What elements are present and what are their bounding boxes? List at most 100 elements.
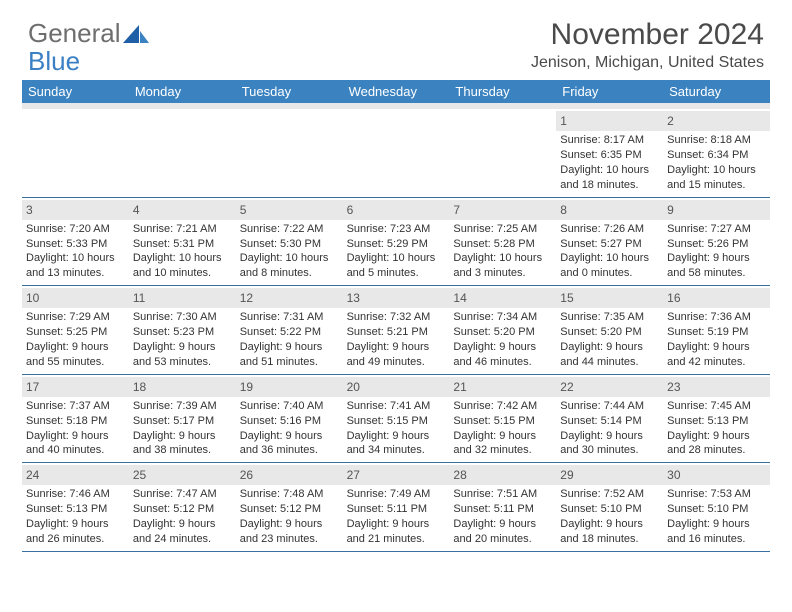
daylight-text: Daylight: 9 hours and 24 minutes. — [133, 517, 232, 547]
day-number: 12 — [236, 288, 343, 308]
sunset-text: Sunset: 5:28 PM — [453, 237, 552, 252]
day-number: 2 — [663, 111, 770, 131]
day-cell: 19Sunrise: 7:40 AMSunset: 5:16 PMDayligh… — [236, 375, 343, 463]
day-cell — [236, 109, 343, 197]
day-cell: 18Sunrise: 7:39 AMSunset: 5:17 PMDayligh… — [129, 375, 236, 463]
sunset-text: Sunset: 5:13 PM — [26, 502, 125, 517]
day-cell: 26Sunrise: 7:48 AMSunset: 5:12 PMDayligh… — [236, 463, 343, 551]
sunrise-text: Sunrise: 7:30 AM — [133, 310, 232, 325]
day-number: 4 — [129, 200, 236, 220]
daylight-text: Daylight: 9 hours and 49 minutes. — [347, 340, 446, 370]
sunrise-text: Sunrise: 7:46 AM — [26, 487, 125, 502]
day-cell: 25Sunrise: 7:47 AMSunset: 5:12 PMDayligh… — [129, 463, 236, 551]
week-row: 24Sunrise: 7:46 AMSunset: 5:13 PMDayligh… — [22, 463, 770, 552]
day-cell: 1Sunrise: 8:17 AMSunset: 6:35 PMDaylight… — [556, 109, 663, 197]
sunset-text: Sunset: 5:14 PM — [560, 414, 659, 429]
day-number: 14 — [449, 288, 556, 308]
sunset-text: Sunset: 5:25 PM — [26, 325, 125, 340]
sunrise-text: Sunrise: 7:31 AM — [240, 310, 339, 325]
day-cell: 10Sunrise: 7:29 AMSunset: 5:25 PMDayligh… — [22, 286, 129, 374]
weekday-header: Wednesday — [343, 80, 450, 103]
daylight-text: Daylight: 10 hours and 13 minutes. — [26, 251, 125, 281]
week-row: 1Sunrise: 8:17 AMSunset: 6:35 PMDaylight… — [22, 109, 770, 198]
daylight-text: Daylight: 9 hours and 42 minutes. — [667, 340, 766, 370]
sunset-text: Sunset: 5:16 PM — [240, 414, 339, 429]
brand-logo: General — [28, 18, 149, 49]
daylight-text: Daylight: 9 hours and 21 minutes. — [347, 517, 446, 547]
sunset-text: Sunset: 5:15 PM — [347, 414, 446, 429]
sunset-text: Sunset: 5:30 PM — [240, 237, 339, 252]
location-text: Jenison, Michigan, United States — [531, 54, 764, 72]
day-cell — [449, 109, 556, 197]
day-cell: 30Sunrise: 7:53 AMSunset: 5:10 PMDayligh… — [663, 463, 770, 551]
day-number: 24 — [22, 465, 129, 485]
daylight-text: Daylight: 9 hours and 32 minutes. — [453, 429, 552, 459]
day-cell: 11Sunrise: 7:30 AMSunset: 5:23 PMDayligh… — [129, 286, 236, 374]
day-number: 25 — [129, 465, 236, 485]
sunrise-text: Sunrise: 7:34 AM — [453, 310, 552, 325]
daylight-text: Daylight: 10 hours and 5 minutes. — [347, 251, 446, 281]
day-number: 18 — [129, 377, 236, 397]
sunrise-text: Sunrise: 7:37 AM — [26, 399, 125, 414]
day-cell: 16 Sunrise: 7:36 AMSunset: 5:19 PMDayligh… — [663, 286, 770, 374]
weekday-header: Monday — [129, 80, 236, 103]
sunrise-text: Sunrise: 7:20 AM — [26, 222, 125, 237]
sunset-text: Sunset: 5:27 PM — [560, 237, 659, 252]
week-row: 10 Sunrise: 7:29 AMSunset: 5:25 PM Dayligh… — [22, 286, 770, 375]
day-cell: 20Sunrise: 7:41 AMSunset: 5:15 PMDayligh… — [343, 375, 450, 463]
day-cell: 13Sunrise: 7:32 AMSunset: 5:21 PMDayligh… — [343, 286, 450, 374]
daylight-text: Daylight: 10 hours and 18 minutes. — [560, 163, 659, 193]
day-cell: 28Sunrise: 7:51 AMSunset: 5:11 PMDayligh… — [449, 463, 556, 551]
daylight-text: Daylight: 10 hours and 3 minutes. — [453, 251, 552, 281]
day-cell: 17Sunrise: 7:37 AMSunset: 5:18 PMDayligh… — [22, 375, 129, 463]
day-number: 10 — [22, 288, 129, 308]
sunset-text: Sunset: 5:33 PM — [26, 237, 125, 252]
weekday-header: Tuesday — [236, 80, 343, 103]
day-cell — [343, 109, 450, 197]
day-number: 3 — [22, 200, 129, 220]
sunrise-text: Sunrise: 7:53 AM — [667, 487, 766, 502]
sunset-text: Sunset: 5:23 PM — [133, 325, 232, 340]
sunset-text: Sunset: 5:12 PM — [133, 502, 232, 517]
day-cell — [22, 109, 129, 197]
sunset-text: Sunset: 5:31 PM — [133, 237, 232, 252]
sunrise-text: Sunrise: 7:45 AM — [667, 399, 766, 414]
week-row: 3Sunrise: 7:20 AMSunset: 5:33 PMDaylight… — [22, 198, 770, 287]
daylight-text: Daylight: 9 hours and 44 minutes. — [560, 340, 659, 370]
brand-word-2: Blue — [28, 46, 80, 77]
daylight-text: Daylight: 10 hours and 15 minutes. — [667, 163, 766, 193]
sunrise-text: Sunrise: 7:36 AM — [667, 310, 766, 325]
sunset-text: Sunset: 5:19 PM — [667, 325, 766, 340]
daylight-text: Daylight: 9 hours and 53 minutes. — [133, 340, 232, 370]
sunrise-text: Sunrise: 7:29 AM — [26, 310, 125, 325]
day-number: 1 — [556, 111, 663, 131]
sunset-text: Sunset: 5:11 PM — [347, 502, 446, 517]
daylight-text: Daylight: 9 hours and 40 minutes. — [26, 429, 125, 459]
day-cell: 14Sunrise: 7:34 AMSunset: 5:20 PMDayligh… — [449, 286, 556, 374]
sunrise-text: Sunrise: 7:48 AM — [240, 487, 339, 502]
day-cell: 8Sunrise: 7:26 AMSunset: 5:27 PMDaylight… — [556, 198, 663, 286]
daylight-text: Daylight: 9 hours and 23 minutes. — [240, 517, 339, 547]
day-number: 29 — [556, 465, 663, 485]
sunrise-text: Sunrise: 7:23 AM — [347, 222, 446, 237]
weekday-header: Thursday — [449, 80, 556, 103]
sunrise-text: Sunrise: 7:51 AM — [453, 487, 552, 502]
sunset-text: Sunset: 6:34 PM — [667, 148, 766, 163]
sunset-text: Sunset: 5:12 PM — [240, 502, 339, 517]
sunset-text: Sunset: 5:13 PM — [667, 414, 766, 429]
day-cell: 2Sunrise: 8:18 AMSunset: 6:34 PMDaylight… — [663, 109, 770, 197]
day-number: 15 — [556, 288, 663, 308]
day-number: 6 — [343, 200, 450, 220]
calendar: Sunday Monday Tuesday Wednesday Thursday… — [0, 80, 792, 552]
sunrise-text: Sunrise: 7:26 AM — [560, 222, 659, 237]
sunrise-text: Sunrise: 7:39 AM — [133, 399, 232, 414]
day-number: 16 — [663, 288, 770, 308]
day-cell: 21Sunrise: 7:42 AMSunset: 5:15 PMDayligh… — [449, 375, 556, 463]
sunset-text: Sunset: 5:15 PM — [453, 414, 552, 429]
sunrise-text: Sunrise: 7:32 AM — [347, 310, 446, 325]
daylight-text: Daylight: 9 hours and 26 minutes. — [26, 517, 125, 547]
weekday-header: Saturday — [663, 80, 770, 103]
day-cell: 12Sunrise: 7:31 AMSunset: 5:22 PMDayligh… — [236, 286, 343, 374]
sunrise-text: Sunrise: 7:27 AM — [667, 222, 766, 237]
day-number: 28 — [449, 465, 556, 485]
